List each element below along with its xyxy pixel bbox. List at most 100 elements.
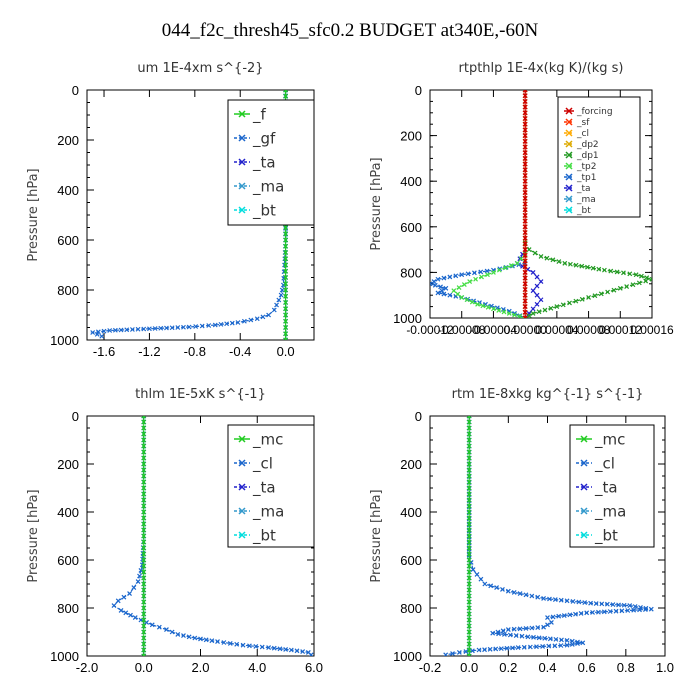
data-point-tp1 [430, 281, 433, 287]
data-point-forcing [522, 161, 528, 167]
y-tick-label: 200 [400, 129, 422, 144]
data-point-cl [470, 567, 476, 573]
legend-entry-dp2: _dp2 [576, 140, 599, 150]
data-point-cl [482, 647, 487, 653]
data-point-dp1 [639, 273, 644, 279]
series-group [111, 416, 314, 656]
figure-title: 044_f2c_thresh45_sfc0.2 BUDGET at340E,-6… [161, 20, 539, 41]
data-point-dp1 [568, 261, 573, 267]
data-point-mc [466, 485, 472, 491]
series-group [430, 90, 652, 318]
data-point-gf [107, 328, 113, 333]
data-point-mc [141, 593, 147, 599]
data-point-f [283, 231, 289, 237]
data-point-cl [604, 601, 610, 607]
data-point-ta [534, 292, 540, 298]
legend-marker [238, 110, 246, 118]
data-point-tp2 [455, 291, 461, 297]
data-point-dp1 [608, 268, 614, 274]
data-point-cl [266, 645, 272, 651]
data-point-tp1 [459, 272, 465, 278]
data-point-gf [186, 324, 192, 330]
data-point-forcing [522, 155, 528, 161]
y-tick-label: 400 [57, 183, 79, 198]
data-point-f [283, 337, 289, 340]
data-point-mc [466, 497, 472, 503]
data-point-cl [118, 607, 124, 613]
data-point-cl [642, 607, 648, 612]
data-point-tp1 [471, 270, 477, 276]
x-tick-label: 0.8 [617, 660, 635, 675]
data-point-tp2 [506, 311, 512, 316]
data-point-tp1 [453, 273, 459, 279]
legend-marker [238, 459, 246, 467]
data-point-forcing [522, 315, 528, 318]
data-point-dp1 [560, 302, 566, 308]
legend-entry-cl: _cl [252, 454, 273, 473]
data-point-cl [559, 637, 564, 643]
legend-entry-ta: _ta [576, 184, 591, 194]
data-point-cl [535, 625, 541, 631]
data-point-mc [466, 443, 472, 449]
x-tick-label: 0.00016 [630, 323, 674, 337]
x-tick-label: -0.00004 [470, 323, 518, 337]
x-tick-label: 0.00000 [503, 323, 547, 337]
data-point-mc [141, 419, 147, 425]
data-point-cl [490, 630, 496, 636]
data-point-tp2 [508, 263, 514, 268]
data-point-gf [90, 330, 96, 335]
data-point-mc [466, 521, 472, 527]
x-tick-label: 0.0 [460, 660, 478, 675]
data-point-mc [141, 605, 147, 611]
data-point-f [283, 287, 289, 293]
data-point-mc [141, 557, 147, 563]
x-tick-label: -0.8 [184, 344, 206, 359]
data-point-cl [625, 608, 631, 613]
panel-um: um 1E-4xm s^{-2} Pressure [hPa] 0 200 400 600… [26, 61, 315, 359]
data-point-mc [466, 563, 472, 569]
data-point-gf [248, 317, 254, 323]
data-point-dp1 [579, 296, 585, 302]
data-point-tp2 [480, 303, 486, 309]
legend-marker [565, 118, 573, 126]
data-point-cl [240, 642, 246, 648]
data-point-cl [132, 615, 138, 621]
data-point-mc [141, 443, 147, 449]
legend-marker [565, 107, 573, 115]
data-point-cl [564, 598, 570, 604]
legend-entry-bt: _bt [576, 206, 591, 216]
data-point-gf [118, 327, 124, 333]
data-point-cl [627, 603, 633, 609]
data-point-tp2 [491, 306, 496, 312]
data-point-mc [466, 653, 472, 656]
data-point-forcing [522, 184, 528, 190]
data-point-gf [169, 325, 175, 331]
data-point-mc [141, 479, 147, 485]
data-point-cl [613, 608, 619, 614]
data-point-mc [466, 449, 472, 455]
data-point-gf [129, 327, 135, 332]
data-point-cl [505, 627, 511, 633]
data-point-mc [466, 587, 472, 593]
y-tick-label: 600 [400, 553, 422, 568]
x-tick-label: 2.0 [191, 660, 209, 675]
legend-marker [238, 435, 246, 443]
data-point-gf [193, 324, 199, 329]
data-point-tp1 [465, 271, 471, 277]
data-point-dp1 [630, 282, 636, 288]
data-point-mc [141, 515, 147, 521]
data-point-forcing [522, 90, 528, 93]
y-tick-label: 800 [57, 283, 79, 298]
data-point-mc [141, 461, 147, 467]
data-point-gf [266, 312, 272, 318]
legend-marker [238, 206, 246, 214]
x-tick-label: 0.2 [499, 660, 517, 675]
legend-entry-gf: _gf [252, 129, 276, 148]
data-point-forcing [522, 269, 528, 275]
data-point-tp2 [517, 314, 523, 318]
data-point-forcing [522, 292, 528, 298]
data-point-mc [466, 431, 472, 437]
data-point-tp1 [447, 292, 453, 298]
data-point-dp1 [573, 262, 579, 268]
data-point-f [283, 306, 289, 312]
